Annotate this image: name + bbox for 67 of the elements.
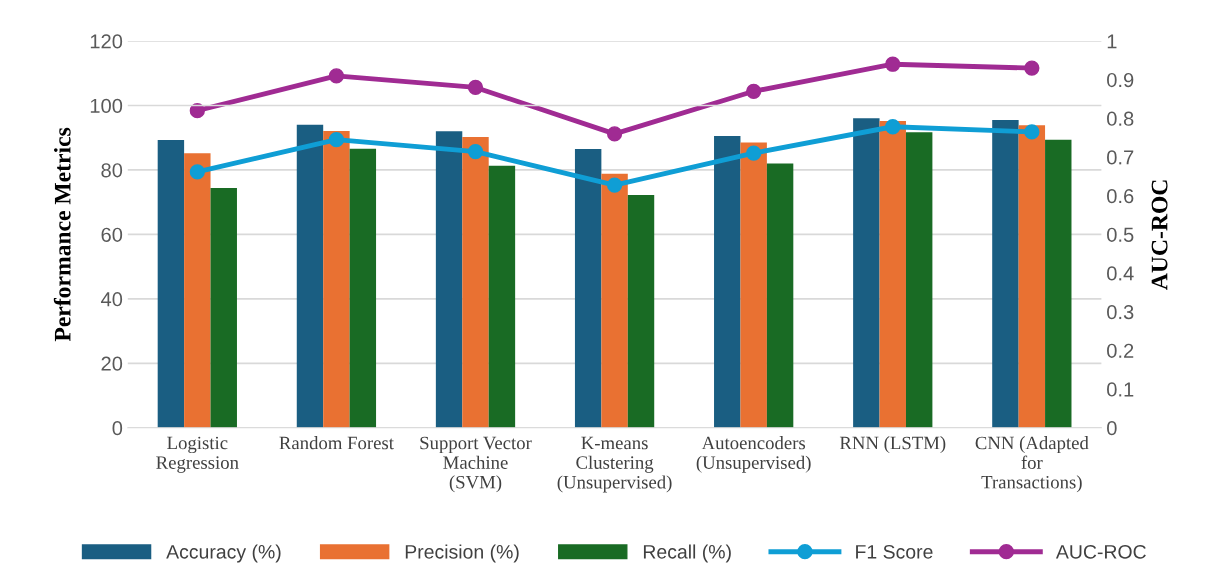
bar (435, 131, 463, 428)
legend-label: Accuracy (%) (166, 544, 281, 563)
point (189, 102, 205, 119)
bar (627, 195, 655, 428)
point (606, 126, 623, 142)
point (189, 164, 205, 180)
point (1024, 60, 1040, 76)
y2-tick-label: 0 (1107, 421, 1117, 436)
bar (766, 163, 794, 428)
point (885, 56, 901, 72)
bar (1045, 139, 1072, 428)
bar (462, 137, 489, 428)
point (885, 119, 901, 135)
legend-label: Recall (%) (643, 544, 731, 563)
legend-label: Precision (%) (405, 544, 519, 563)
x-tick-label: RNN (LSTM) (839, 436, 946, 454)
x-tick-label: K-means Clustering (Unsupervised) (557, 436, 672, 493)
bar (879, 120, 906, 428)
bar (323, 130, 350, 428)
bar (1018, 125, 1046, 428)
point (328, 68, 345, 84)
y2-tick-label: 0.7 (1107, 150, 1134, 165)
bar (488, 165, 516, 428)
point (1024, 124, 1040, 140)
y2-tick-label: 0.5 (1107, 227, 1134, 242)
y-tick-label: 40 (100, 292, 123, 307)
y-tick-label: 120 (90, 34, 123, 49)
y-tick-label: 60 (101, 227, 123, 242)
bar (157, 139, 185, 428)
bar (574, 148, 602, 428)
y-tick-label: 0 (112, 421, 123, 436)
y-axis-title: Performance Metrics (53, 127, 71, 342)
y2-tick-label: 1 (1107, 34, 1117, 49)
y2-tick-label: 0.6 (1107, 188, 1134, 204)
y2-tick-label: 0.3 (1107, 304, 1134, 320)
bar (210, 187, 237, 428)
y2-axis-title: AUC-ROC (1151, 180, 1168, 290)
x-tick-label: Random Forest (279, 436, 394, 450)
bar (992, 119, 1019, 428)
legend-label: F1 Score (856, 544, 933, 559)
bar (601, 173, 628, 428)
y2-tick-label: 0.9 (1107, 72, 1134, 88)
x-tick-label: CNN (Adapted for Transactions) (975, 436, 1089, 493)
bar (296, 124, 324, 428)
bar (740, 142, 767, 428)
bar (184, 153, 211, 428)
y2-tick-label: 0.4 (1107, 266, 1134, 281)
point (606, 177, 623, 193)
y2-tick-label: 0.1 (1107, 382, 1134, 397)
y2-tick-label: 0.2 (1107, 343, 1134, 358)
point (467, 79, 484, 96)
x-tick-label: Support Vector Machine (SVM) (420, 436, 532, 493)
bar (349, 148, 377, 428)
legend-label: AUC-ROC (1055, 544, 1146, 559)
x-tick-label: Logistic Regression (156, 436, 239, 473)
point (328, 132, 345, 148)
y-tick-label: 100 (90, 98, 123, 113)
y2-tick-label: 0.8 (1107, 111, 1134, 126)
bar (853, 118, 880, 428)
point (746, 83, 762, 99)
point (467, 143, 484, 160)
bar (714, 136, 741, 428)
bar (905, 132, 933, 428)
y-tick-label: 80 (101, 163, 123, 178)
x-tick-label: Autoencoders (Unsupervised) (696, 436, 811, 473)
y-tick-label: 20 (101, 356, 123, 371)
point (746, 145, 762, 161)
